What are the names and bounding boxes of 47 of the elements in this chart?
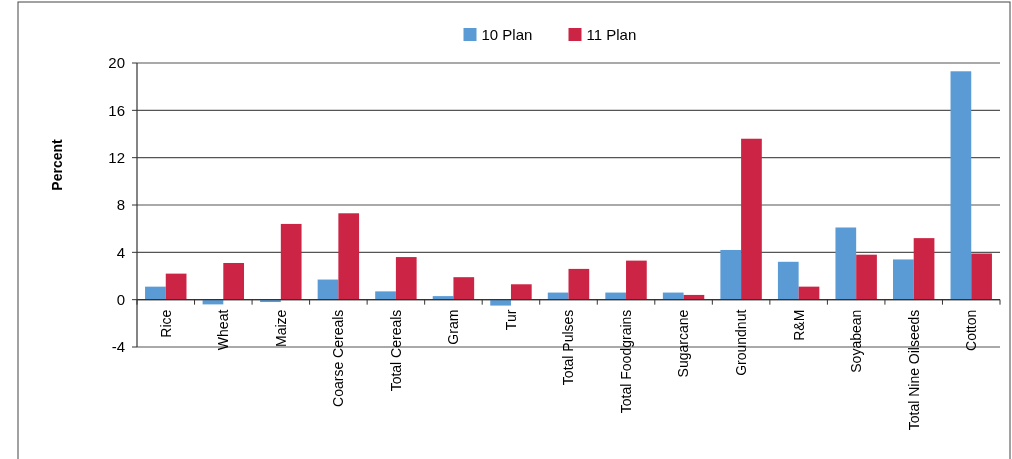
bar: [375, 291, 396, 300]
bar: [971, 253, 992, 300]
y-tick-label: 0: [116, 290, 125, 308]
bar: [165, 273, 187, 300]
bar: [720, 249, 742, 300]
bar: [490, 299, 511, 306]
bar: [145, 286, 166, 300]
x-tick-label: R&M: [790, 309, 807, 341]
x-tick-label: Coarse Cereals: [330, 309, 347, 407]
x-tick-label: Cotton: [963, 309, 980, 351]
y-tick-label: -4: [111, 338, 125, 356]
y-tick-label: 20: [108, 54, 125, 72]
y-tick-label: 12: [108, 148, 125, 166]
bar: [338, 213, 360, 300]
bar: [950, 71, 972, 300]
x-tick-label: Sugarcane: [675, 309, 692, 378]
y-axis-title: Percent: [49, 138, 65, 191]
x-tick-label: Total Foodgrains: [617, 309, 634, 414]
bar: [626, 260, 647, 300]
bar: [568, 268, 590, 300]
bar: [777, 261, 799, 300]
bar: [741, 138, 762, 300]
x-tick-label: Wheat: [215, 309, 232, 351]
x-tick-label: Total Cereals: [387, 309, 404, 392]
y-tick-label: 16: [108, 101, 125, 119]
bar: [913, 238, 935, 300]
bar: [223, 262, 245, 300]
bar: [892, 259, 914, 300]
bar: [453, 277, 475, 300]
x-tick-label: Gram: [445, 309, 462, 345]
x-tick-label: Total Pulses: [560, 309, 577, 386]
legend-label: 10 Plan: [481, 26, 533, 43]
bar: [835, 227, 857, 300]
y-tick-label: 4: [116, 243, 125, 261]
x-tick-label: Maize: [272, 309, 289, 348]
bar: [280, 223, 302, 300]
legend-label: 11 Plan: [586, 26, 637, 43]
x-tick-label: Soyabean: [848, 309, 865, 373]
x-tick-label: Tur: [502, 309, 519, 331]
x-tick-label: Groundnut: [733, 309, 749, 376]
y-tick-label: 8: [116, 196, 125, 214]
bar: [856, 254, 877, 300]
bar: [510, 284, 532, 300]
bar: [395, 257, 417, 300]
x-tick-label: Total Nine Oilseeds: [905, 309, 922, 431]
x-tick-label: Rice: [157, 309, 174, 338]
bar: [317, 279, 339, 300]
